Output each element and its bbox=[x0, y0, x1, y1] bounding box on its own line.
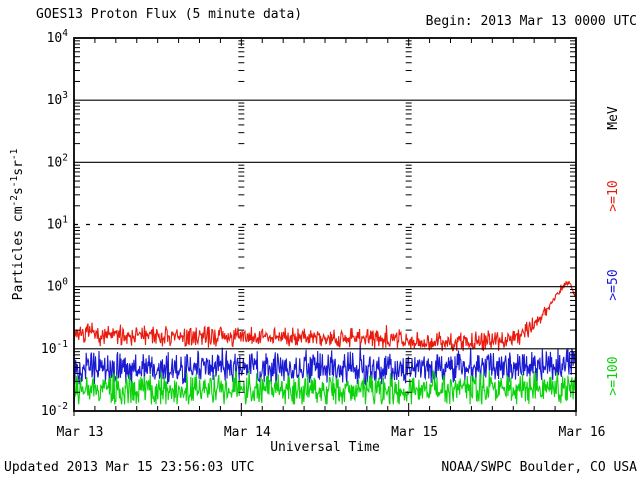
x-tick-label: Mar 14 bbox=[224, 425, 271, 440]
y-tick-label: 103 bbox=[47, 90, 68, 108]
y-tick-label: 10-2 bbox=[41, 401, 68, 419]
legend-label-mev: MeV bbox=[606, 106, 621, 130]
legend-label-50: >=50 bbox=[606, 269, 621, 300]
x-tick-label: Mar 13 bbox=[57, 425, 104, 440]
y-tick-label: 104 bbox=[47, 28, 69, 46]
legend-label-100: >=100 bbox=[606, 356, 621, 395]
y-tick-label: 101 bbox=[47, 215, 69, 233]
x-axis-title: Universal Time bbox=[270, 440, 380, 455]
updated-timestamp: Updated 2013 Mar 15 23:56:03 UTC bbox=[4, 460, 255, 475]
y-tick-label: 10-1 bbox=[41, 339, 68, 357]
legend-label-10: >=10 bbox=[606, 180, 621, 211]
series-trace-gtegte50 bbox=[73, 345, 577, 387]
source-credit: NOAA/SWPC Boulder, CO USA bbox=[441, 460, 637, 475]
x-tick-label: Mar 15 bbox=[391, 425, 438, 440]
y-tick-label: 102 bbox=[47, 152, 68, 170]
series-trace-gtegte100 bbox=[73, 369, 577, 405]
begin-timestamp: Begin: 2013 Mar 13 0000 UTC bbox=[425, 14, 637, 29]
y-tick-label: 100 bbox=[47, 277, 69, 295]
y-axis-title: Particles cm-2s-1sr-1 bbox=[9, 148, 26, 300]
chart-title: GOES13 Proton Flux (5 minute data) bbox=[36, 7, 303, 22]
series-trace-gtegte10 bbox=[73, 281, 577, 352]
x-tick-label: Mar 16 bbox=[559, 425, 606, 440]
plot-border bbox=[73, 37, 577, 412]
